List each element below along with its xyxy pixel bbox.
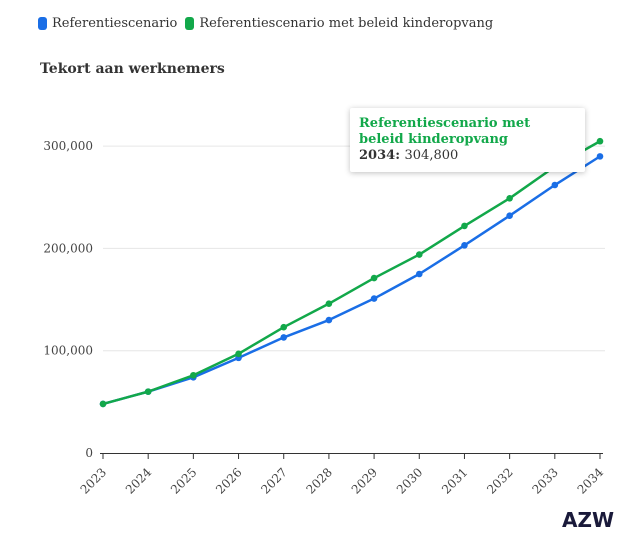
series-line-1 (101, 139, 602, 406)
legend-item-beleid-kinderopvang[interactable]: Referentiescenario met beleid kinderopva… (185, 16, 493, 31)
data-point (596, 153, 604, 160)
x-tick-label: 2029 (349, 465, 380, 496)
chart-title: Tekort aan werknemers (40, 61, 225, 77)
y-tick-label: 200,000 (43, 241, 93, 255)
x-tick-label: 2030 (394, 465, 425, 496)
x-tick-label: 2027 (258, 465, 289, 496)
x-tick-label: 2025 (168, 465, 199, 496)
legend-swatch-blue (38, 17, 47, 30)
data-point (415, 270, 423, 278)
data-point (415, 251, 423, 258)
x-tick-label: 2028 (304, 465, 335, 496)
data-point (370, 274, 378, 282)
data-point (190, 371, 197, 379)
azw-logo: AZW (562, 508, 615, 532)
data-point (235, 350, 242, 358)
data-point (144, 388, 152, 395)
tooltip: Referentiescenario met beleid kinderopva… (350, 108, 585, 172)
legend-swatch-green (185, 17, 195, 30)
data-point (325, 316, 333, 324)
tooltip-value: 304,800 (404, 148, 459, 163)
legend-label: Referentiescenario (52, 16, 178, 31)
x-tick-label: 2034 (575, 465, 607, 497)
x-tick-label: 2032 (484, 465, 515, 496)
data-point (461, 242, 468, 249)
data-point (99, 400, 107, 408)
y-tick-label: 100,000 (43, 344, 93, 358)
legend: Referentiescenario Referentiescenario me… (38, 16, 493, 31)
legend-label: Referentiescenario met beleid kinderopva… (199, 16, 494, 31)
tooltip-x: 2034 (359, 148, 396, 163)
legend-item-referentiescenario[interactable]: Referentiescenario (38, 16, 177, 31)
data-point (551, 181, 559, 189)
tooltip-value-row: 2034: 304,800 (359, 148, 576, 164)
tooltip-colon: : (395, 148, 405, 163)
y-tick-label: 300,000 (43, 139, 93, 153)
tooltip-series-name: Referentiescenario met beleid kinderopva… (359, 116, 531, 147)
data-point (596, 137, 604, 145)
series-line-0 (101, 155, 602, 406)
data-point (370, 295, 378, 302)
data-point (280, 323, 288, 331)
y-tick-label: 0 (85, 446, 93, 460)
x-tick-label: 2031 (439, 465, 470, 496)
x-tick-label: 2033 (529, 465, 560, 496)
data-point (506, 195, 513, 202)
x-tick-label: 2026 (213, 465, 244, 496)
data-point (280, 334, 288, 341)
x-tick-label: 2023 (78, 465, 109, 496)
data-point (461, 222, 468, 230)
data-point (506, 212, 513, 219)
x-tick-label: 2024 (123, 465, 155, 497)
data-point (325, 300, 333, 307)
